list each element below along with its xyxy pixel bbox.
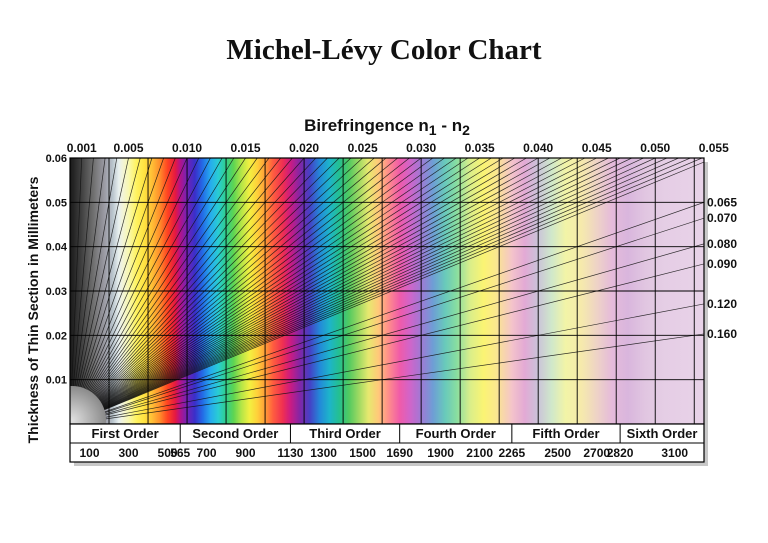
origin-cap — [70, 386, 106, 424]
y-axis-title: Thickness of Thin Section in Millimeters — [25, 176, 41, 443]
order-label: Second Order — [192, 426, 278, 441]
birefringence-line — [70, 161, 704, 424]
birefringence-line — [70, 243, 704, 424]
birefringence-line — [70, 202, 704, 424]
thickness-tick: 0.04 — [46, 242, 68, 254]
chart-title: Michel-Lévy Color Chart — [226, 34, 542, 66]
retardation-label: 100 — [79, 446, 99, 460]
birefringence-tick: 0.045 — [582, 141, 612, 155]
grid-lines — [69, 157, 705, 425]
retardation-label: 1690 — [386, 446, 413, 460]
birefringence-tick: 0.005 — [114, 141, 144, 155]
thickness-tick: 0.03 — [46, 286, 67, 298]
retardation-label: 900 — [236, 446, 256, 460]
axis-labels: 0.001 0.005 0.010 0.015 0.020 0.025 0.030 0.035… — [25, 116, 737, 443]
birefringence-tick: 0.015 — [231, 141, 261, 155]
thickness-tick: 0.02 — [46, 330, 67, 342]
right-birefringence-label: 0.160 — [707, 327, 737, 341]
title-part: Birefringence n — [304, 116, 429, 135]
right-birefringence-label: 0.090 — [707, 257, 737, 271]
birefringence-tick: 0.055 — [699, 141, 729, 155]
birefringence-tick: 0.050 — [640, 141, 670, 155]
order-label: Fifth Order — [532, 426, 599, 441]
birefringence-tick: 0.030 — [406, 141, 436, 155]
retardation-label: 1300 — [310, 446, 337, 460]
birefringence-line — [70, 303, 704, 424]
right-birefringence-label: 0.065 — [707, 195, 737, 209]
retardation-label: 500 — [158, 446, 178, 460]
retardation-table: First Order Second Order Third Order Fourth… — [69, 423, 705, 463]
order-label: Third Order — [309, 426, 381, 441]
birefringence-tick: 0.010 — [172, 141, 202, 155]
subscript: 2 — [462, 122, 470, 138]
retardation-label: 2820 — [607, 446, 634, 460]
title-part: - n — [437, 116, 463, 135]
birefringence-tick: 0.001 — [67, 141, 97, 155]
right-birefringence-label: 0.070 — [707, 211, 737, 225]
retardation-label: 2100 — [466, 446, 493, 460]
order-label: Fourth Order — [416, 426, 496, 441]
birefringence-tick: 0.040 — [523, 141, 553, 155]
subscript: 1 — [429, 122, 437, 138]
top-axis-title: Birefringence n1 - n2 — [304, 116, 470, 138]
order-label: Sixth Order — [627, 426, 698, 441]
thickness-tick: 0.06 — [46, 153, 67, 165]
retardation-label: 2500 — [544, 446, 571, 460]
birefringence-tick: 0.020 — [289, 141, 319, 155]
retardation-label: 700 — [197, 446, 217, 460]
birefringence-line — [70, 333, 704, 424]
thickness-tick: 0.01 — [46, 375, 67, 387]
birefringence-tick: 0.035 — [465, 141, 495, 155]
retardation-label: 300 — [119, 446, 139, 460]
retardation-label: 2700 — [583, 446, 610, 460]
retardation-label: 3100 — [661, 446, 688, 460]
retardation-label: 1500 — [349, 446, 376, 460]
retardation-label: 2265 — [498, 446, 525, 460]
order-label: First Order — [92, 426, 159, 441]
birefringence-line — [70, 217, 704, 424]
retardation-label: 1900 — [427, 446, 454, 460]
retardation-label: 1130 — [277, 446, 303, 460]
right-birefringence-label: 0.080 — [707, 237, 737, 251]
retardation-label: 565 — [170, 446, 190, 460]
birefringence-tick: 0.025 — [348, 141, 378, 155]
thickness-tick: 0.05 — [46, 197, 67, 209]
right-birefringence-label: 0.120 — [707, 297, 737, 311]
